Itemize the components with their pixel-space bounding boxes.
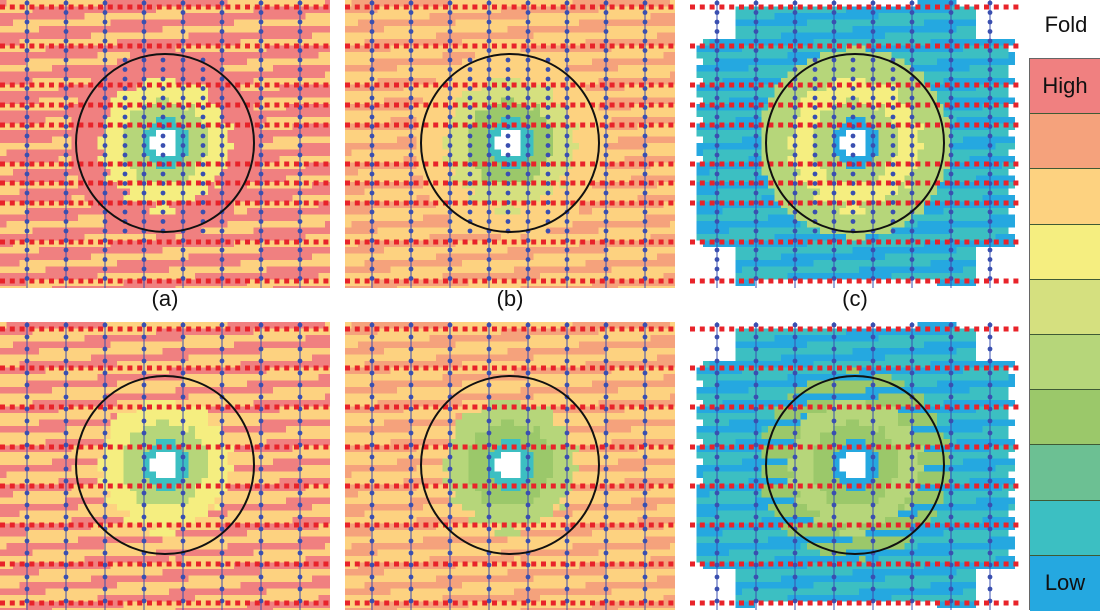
fold-heatmap-top-c <box>690 0 1020 288</box>
legend-band-8 <box>1030 501 1100 556</box>
fold-map-panel-top-a <box>0 0 330 288</box>
fold-map-panel-bottom-a <box>0 322 330 610</box>
legend-band-5 <box>1030 335 1100 390</box>
fold-map-panel-bottom-c <box>690 322 1020 610</box>
fold-map-panel-top-c <box>690 0 1020 288</box>
legend-band-4 <box>1030 280 1100 335</box>
legend-band-2 <box>1030 169 1100 224</box>
legend-title: Fold <box>1032 12 1100 38</box>
legend-band-1 <box>1030 114 1100 169</box>
fold-map-panel-bottom-b <box>345 322 675 610</box>
legend-band-low: Low <box>1030 556 1100 611</box>
panel-label-b: (b) <box>345 286 675 312</box>
fold-heatmap-top-b <box>345 0 675 288</box>
legend-band-6 <box>1030 390 1100 445</box>
legend-band-7 <box>1030 445 1100 500</box>
fold-map-panel-top-b <box>345 0 675 288</box>
fold-heatmap-bottom-a <box>0 322 330 610</box>
panel-label-a: (a) <box>0 286 330 312</box>
legend-band-high: High <box>1030 59 1100 114</box>
legend-band-3 <box>1030 225 1100 280</box>
panel-label-c: (c) <box>690 286 1020 312</box>
fold-heatmap-bottom-b <box>345 322 675 610</box>
fold-color-legend: High Low <box>1029 58 1100 610</box>
fold-heatmap-top-a <box>0 0 330 288</box>
fold-heatmap-bottom-c <box>690 322 1020 610</box>
